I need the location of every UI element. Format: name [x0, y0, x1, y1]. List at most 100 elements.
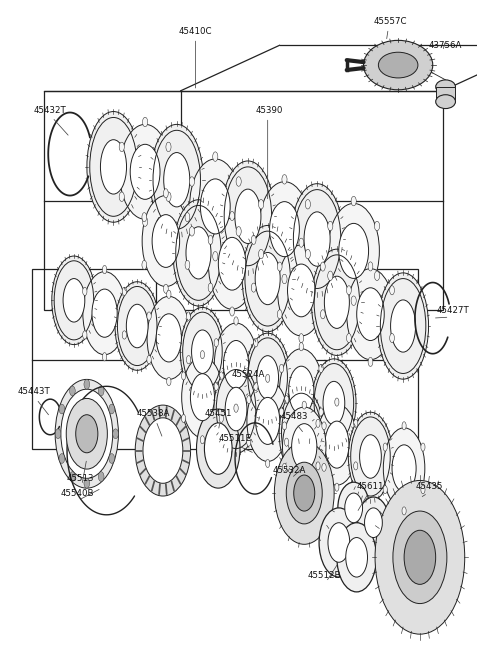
Text: 45532A: 45532A — [273, 466, 306, 475]
Ellipse shape — [213, 252, 218, 261]
Text: 45511E: 45511E — [218, 434, 252, 443]
Ellipse shape — [84, 478, 90, 488]
Ellipse shape — [164, 189, 168, 198]
Ellipse shape — [312, 249, 362, 356]
Ellipse shape — [109, 454, 115, 463]
Ellipse shape — [223, 341, 249, 388]
Ellipse shape — [290, 411, 312, 455]
Ellipse shape — [335, 398, 339, 406]
Ellipse shape — [305, 200, 311, 209]
Ellipse shape — [282, 274, 287, 284]
Ellipse shape — [200, 179, 230, 234]
Ellipse shape — [83, 288, 87, 295]
Ellipse shape — [83, 272, 126, 354]
Ellipse shape — [364, 508, 383, 538]
Ellipse shape — [236, 177, 241, 186]
Ellipse shape — [63, 278, 85, 322]
Ellipse shape — [200, 436, 204, 444]
Ellipse shape — [84, 379, 90, 389]
Ellipse shape — [204, 423, 232, 474]
Ellipse shape — [299, 238, 304, 247]
Ellipse shape — [98, 386, 104, 396]
Ellipse shape — [322, 422, 326, 430]
Ellipse shape — [292, 424, 317, 470]
Ellipse shape — [282, 175, 287, 184]
Ellipse shape — [166, 192, 171, 202]
Ellipse shape — [285, 438, 288, 446]
Ellipse shape — [351, 196, 356, 206]
Ellipse shape — [354, 419, 358, 428]
Ellipse shape — [214, 383, 218, 390]
Ellipse shape — [290, 183, 344, 294]
Ellipse shape — [347, 269, 394, 360]
Ellipse shape — [328, 204, 379, 298]
Ellipse shape — [208, 283, 213, 292]
Ellipse shape — [102, 265, 107, 274]
Text: 45483: 45483 — [281, 413, 308, 421]
Ellipse shape — [173, 200, 224, 306]
Ellipse shape — [357, 288, 384, 341]
Text: 45390: 45390 — [256, 106, 283, 115]
Ellipse shape — [55, 429, 61, 439]
Ellipse shape — [156, 314, 181, 362]
Ellipse shape — [142, 260, 147, 269]
Ellipse shape — [368, 262, 373, 271]
Text: 45540B: 45540B — [60, 489, 94, 498]
Ellipse shape — [351, 296, 356, 305]
Ellipse shape — [402, 507, 406, 515]
Ellipse shape — [189, 177, 194, 186]
Ellipse shape — [257, 356, 278, 399]
Ellipse shape — [218, 237, 246, 290]
Ellipse shape — [279, 364, 284, 373]
Ellipse shape — [279, 388, 324, 477]
Ellipse shape — [242, 225, 293, 331]
Ellipse shape — [252, 235, 256, 244]
Ellipse shape — [436, 95, 456, 109]
Ellipse shape — [70, 386, 75, 396]
Text: 45451: 45451 — [204, 409, 232, 419]
Ellipse shape — [337, 523, 376, 592]
Ellipse shape — [52, 256, 96, 345]
Ellipse shape — [321, 310, 325, 319]
Ellipse shape — [383, 485, 387, 494]
Ellipse shape — [143, 117, 148, 127]
Ellipse shape — [338, 482, 370, 534]
Text: 45410C: 45410C — [179, 27, 212, 36]
Ellipse shape — [265, 374, 270, 383]
Ellipse shape — [55, 379, 119, 488]
Ellipse shape — [225, 387, 247, 431]
Ellipse shape — [167, 290, 171, 299]
Ellipse shape — [299, 333, 304, 343]
Ellipse shape — [119, 192, 124, 202]
Ellipse shape — [192, 330, 213, 373]
Ellipse shape — [374, 221, 380, 231]
Ellipse shape — [319, 364, 323, 373]
Text: 43756A: 43756A — [429, 41, 462, 50]
Ellipse shape — [316, 462, 320, 470]
Ellipse shape — [328, 523, 350, 562]
Ellipse shape — [208, 235, 213, 244]
Ellipse shape — [191, 374, 215, 421]
Ellipse shape — [208, 218, 256, 309]
Ellipse shape — [147, 312, 151, 320]
Ellipse shape — [113, 429, 119, 439]
Ellipse shape — [304, 212, 330, 266]
Ellipse shape — [167, 377, 171, 386]
Ellipse shape — [378, 52, 418, 78]
Ellipse shape — [61, 389, 113, 478]
Ellipse shape — [259, 200, 264, 209]
Ellipse shape — [256, 398, 280, 444]
Ellipse shape — [221, 161, 275, 272]
Bar — [436, 87, 456, 102]
Ellipse shape — [122, 288, 127, 295]
Ellipse shape — [119, 142, 124, 152]
Ellipse shape — [246, 333, 290, 422]
Ellipse shape — [312, 359, 356, 447]
Ellipse shape — [230, 307, 234, 316]
Ellipse shape — [219, 372, 223, 380]
Ellipse shape — [247, 438, 251, 446]
Ellipse shape — [185, 260, 190, 269]
Ellipse shape — [288, 264, 315, 317]
Ellipse shape — [421, 485, 425, 494]
Ellipse shape — [87, 111, 140, 222]
